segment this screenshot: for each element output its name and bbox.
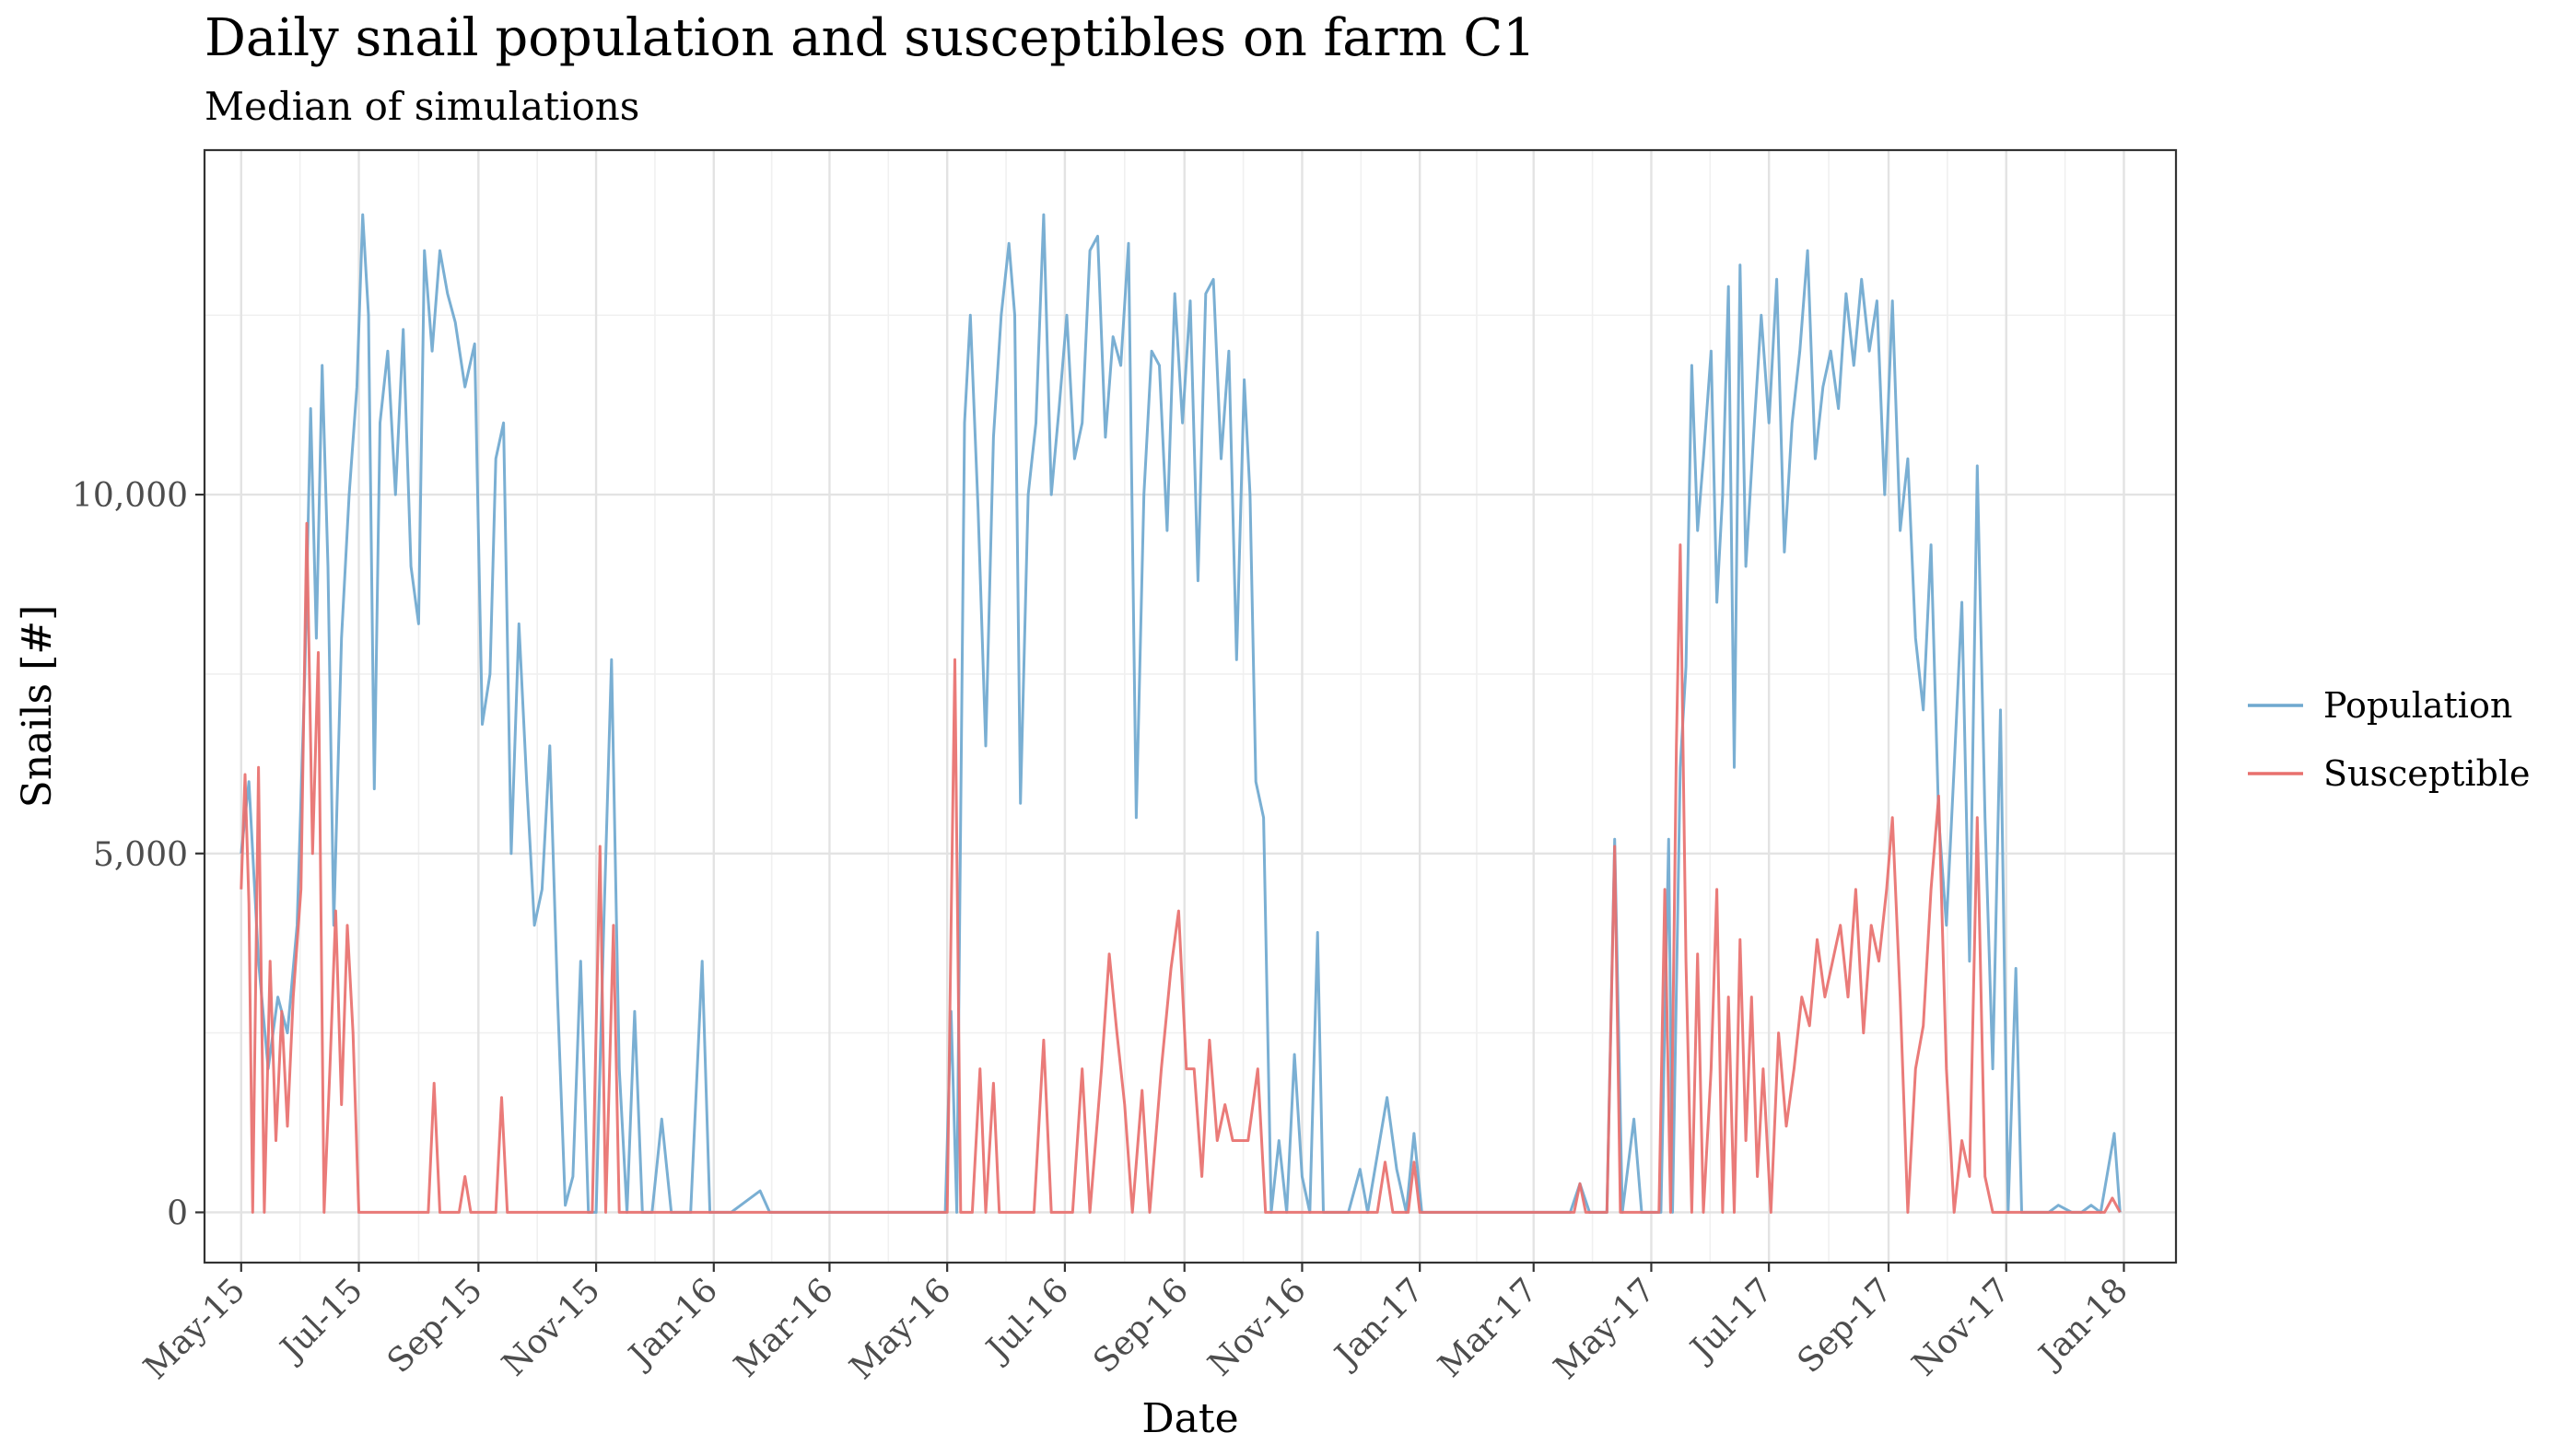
y-tick-label: 10,000 xyxy=(72,477,188,515)
plot-border xyxy=(203,148,2178,1264)
legend: Population Susceptible xyxy=(2248,685,2531,794)
series-line-susceptible xyxy=(240,521,2122,1214)
y-axis-label: Snails [#] xyxy=(14,605,61,809)
legend-label-susceptible: Susceptible xyxy=(2323,753,2531,794)
y-tick-label: 0 xyxy=(167,1194,188,1232)
series-line-population xyxy=(240,213,2122,1214)
legend-label-population: Population xyxy=(2323,685,2512,726)
x-axis-label: Date xyxy=(1141,1395,1238,1442)
gridlines xyxy=(205,150,2176,1263)
chart-subtitle: Median of simulations xyxy=(205,84,639,129)
y-tick-label: 5,000 xyxy=(93,836,188,874)
y-axis: 0 5,000 10,000 xyxy=(72,477,205,1232)
series-layer xyxy=(240,213,2122,1214)
chart-title: Daily snail population and susceptibles … xyxy=(205,8,1536,68)
